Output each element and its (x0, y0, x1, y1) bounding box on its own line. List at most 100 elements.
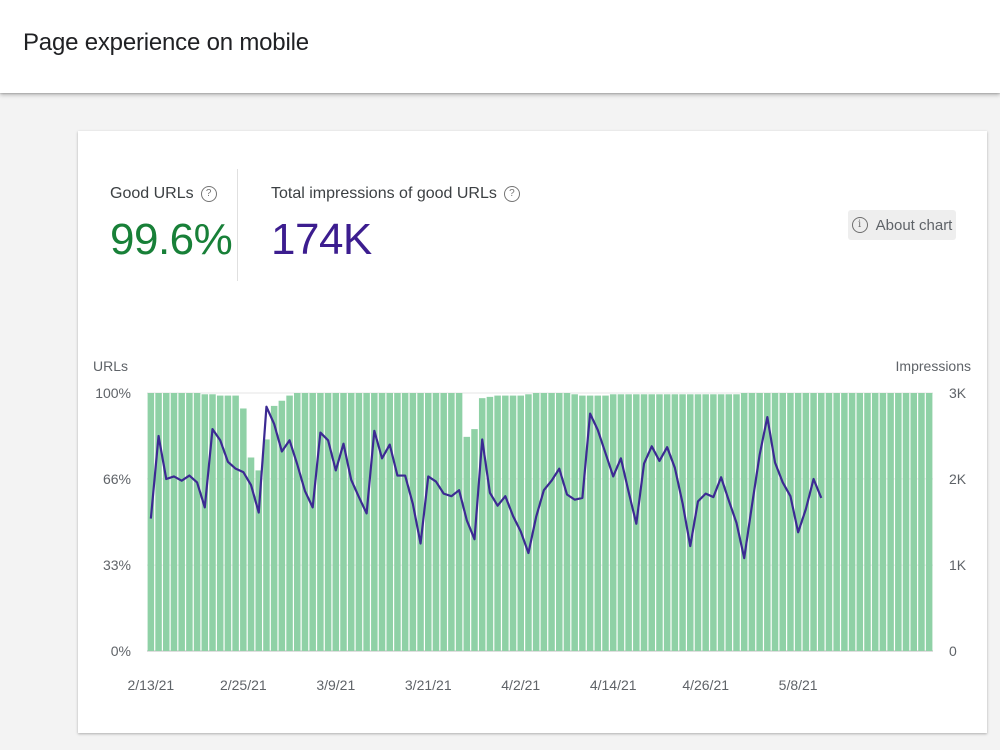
chart-bar (717, 394, 725, 651)
chart-bar (918, 393, 925, 651)
y-right-tick-label: 0 (949, 643, 957, 659)
chart-bar (193, 393, 201, 651)
chart-bar (594, 395, 602, 651)
chart-bar (155, 393, 162, 651)
chart-bar (409, 393, 417, 651)
help-icon[interactable]: ? (200, 186, 217, 202)
chart-bar (455, 393, 463, 651)
chart-bar (509, 395, 517, 651)
chart-bar (648, 394, 655, 651)
x-tick-label: 3/21/21 (405, 677, 452, 693)
info-icon: i (851, 217, 868, 233)
chart-bar (540, 393, 548, 651)
y-right-axis-label: Impressions (896, 358, 971, 374)
chart-bar (725, 394, 733, 651)
page-title: Page experience on mobile (23, 29, 309, 56)
chart-bar (163, 393, 170, 651)
chart-bar (787, 393, 794, 651)
chart-bar (478, 398, 486, 651)
x-tick-label: 5/8/21 (779, 677, 818, 693)
about-chart-label: About chart (875, 216, 953, 234)
chart-bar (517, 395, 524, 651)
chart-bar (871, 393, 879, 651)
chart-bar (794, 393, 802, 651)
y-right-tick-label: 3K (949, 385, 967, 401)
chart-bar (224, 395, 232, 651)
chart-bar (209, 394, 216, 651)
help-icon[interactable]: ? (503, 186, 520, 202)
chart-bar (671, 394, 679, 651)
chart-bar (324, 393, 332, 651)
chart-bar (247, 457, 255, 651)
chart-bar (263, 439, 270, 651)
app-header: Page experience on mobile (0, 0, 1000, 93)
x-tick-label: 3/9/21 (316, 677, 355, 693)
chart-bar (417, 393, 424, 651)
x-tick-label: 4/2/21 (501, 677, 540, 693)
chart-bar (240, 408, 247, 651)
chart-bar (525, 394, 532, 651)
y-left-axis-label: URLs (93, 358, 128, 374)
chart-bar (340, 393, 347, 651)
y-left-tick-label: 0% (111, 643, 131, 659)
chart-bar (425, 393, 432, 651)
y-right-tick-label: 2K (949, 471, 967, 487)
metric-divider (237, 169, 238, 281)
chart-bar (186, 393, 193, 651)
about-chart-button[interactable]: i About chart (848, 210, 956, 240)
chart-bar (864, 393, 871, 651)
chart-bar (432, 393, 440, 651)
chart-bar (640, 394, 648, 651)
chart-bar (802, 393, 810, 651)
x-tick-label: 4/14/21 (590, 677, 637, 693)
chart-bar (278, 400, 286, 651)
chart-bar (895, 393, 902, 651)
chart-bar (810, 393, 817, 651)
chart-bar (332, 393, 340, 651)
chart-bar (401, 393, 409, 651)
chart-bar (363, 393, 370, 651)
chart-bar (902, 393, 910, 651)
y-left-tick-label: 100% (95, 385, 131, 401)
chart-bar (494, 395, 501, 651)
chart-bar (317, 393, 324, 651)
chart-bar (679, 394, 686, 651)
chart-bar (756, 393, 763, 651)
chart-bar (818, 393, 825, 651)
chart-bar (579, 395, 586, 651)
chart-bar (617, 394, 625, 651)
chart-bar (910, 393, 917, 651)
chart-bar (833, 393, 840, 651)
impressions-line (149, 405, 823, 560)
chart-bar (856, 393, 864, 651)
chart-bar (925, 393, 933, 651)
chart-svg: URLs Impressions 0% 33% 66% 100% 0 1K 2K 3K 2/13/2… (93, 358, 971, 693)
chart-bar (502, 395, 509, 651)
impressions-metric[interactable]: Total impressions of good URLs ? 174K (271, 185, 520, 262)
good-urls-metric[interactable]: Good URLs ? 99.6% (110, 185, 233, 262)
chart-bar (771, 393, 779, 651)
impressions-label: Total impressions of good URLs (271, 185, 497, 202)
impressions-value: 174K (271, 215, 372, 264)
good-urls-label: Good URLs (110, 185, 194, 202)
chart-bar (563, 393, 571, 651)
x-tick-label: 4/26/21 (682, 677, 729, 693)
chart-bar (309, 393, 316, 651)
chart-bar (848, 393, 856, 651)
chart-bar (440, 393, 447, 651)
chart-bar (270, 405, 278, 651)
chart-bar (887, 393, 894, 651)
chart-bar (779, 393, 786, 651)
chart-bar (740, 393, 748, 651)
chart-bar (602, 395, 609, 651)
chart-bar (216, 395, 224, 651)
chart-bar (294, 393, 301, 651)
chart-bar (710, 394, 717, 651)
chart-bar (355, 393, 363, 651)
chart-bar (147, 393, 155, 651)
chart-bar (301, 393, 309, 651)
chart-bar (170, 393, 178, 651)
chart-card: Good URLs ? 99.6% Total impressions of g… (78, 131, 987, 733)
chart-bar (571, 394, 578, 651)
chart-bar (879, 393, 887, 651)
